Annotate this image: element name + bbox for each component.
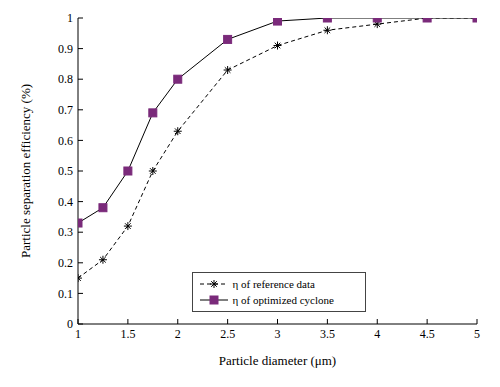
svg-text:0: 0 (67, 317, 73, 331)
svg-text:3: 3 (275, 327, 281, 341)
svg-text:0.4: 0.4 (58, 195, 73, 209)
svg-text:0.6: 0.6 (58, 134, 73, 148)
svg-text:0.2: 0.2 (58, 256, 73, 270)
html-text:η of reference data: η of reference data (232, 278, 315, 290)
svg-text:Particle separation efficiency: Particle separation efficiency (%) (18, 84, 33, 258)
svg-text:1.5: 1.5 (120, 327, 135, 341)
svg-text:0.8: 0.8 (58, 72, 73, 86)
svg-text:1: 1 (67, 11, 73, 25)
svg-text:Particle diameter (μm): Particle diameter (μm) (219, 353, 336, 368)
svg-text:2: 2 (175, 327, 181, 341)
svg-text:3.5: 3.5 (320, 327, 335, 341)
svg-text:0.1: 0.1 (58, 287, 73, 301)
html-text:η of optimized cyclone: η of optimized cyclone (232, 294, 334, 306)
svg-text:0.7: 0.7 (58, 103, 73, 117)
svg-text:0.5: 0.5 (58, 164, 73, 178)
svg-text:4.5: 4.5 (420, 327, 435, 341)
svg-text:1: 1 (75, 327, 81, 341)
svg-text:0.9: 0.9 (58, 42, 73, 56)
svg-text:4: 4 (374, 327, 380, 341)
svg-text:5: 5 (474, 327, 480, 341)
svg-text:2.5: 2.5 (220, 327, 235, 341)
svg-text:0.3: 0.3 (58, 225, 73, 239)
